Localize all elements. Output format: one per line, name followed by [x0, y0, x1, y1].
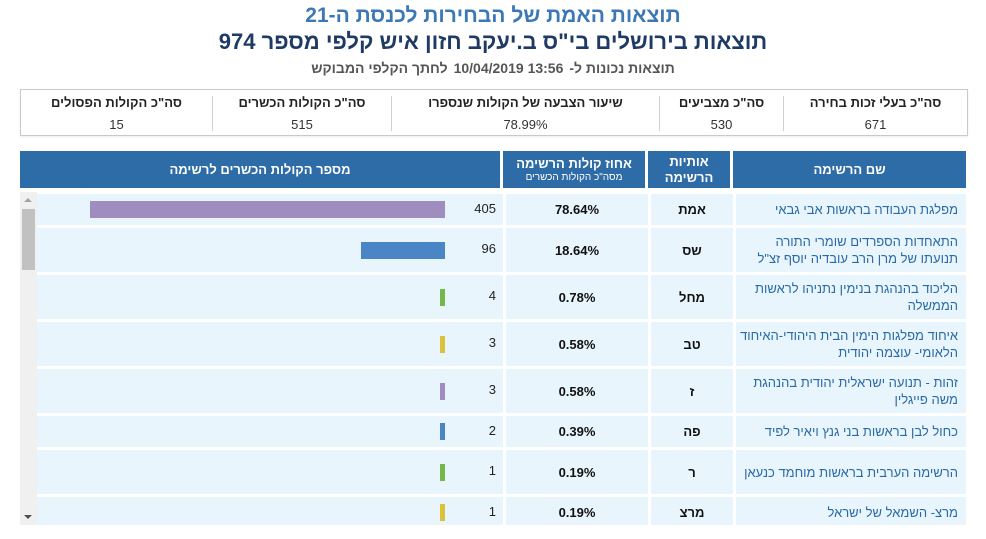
party-name-link[interactable]: איחוד מפלגות הימין הבית היהודי-האיחוד הל…	[736, 322, 966, 366]
update-info: תוצאות נכונות ל- 13:56 10/04/2019 לחתך הקל…	[0, 59, 986, 77]
scroll-thumb[interactable]	[22, 209, 35, 270]
updated-prefix: תוצאות נכונות ל-	[569, 60, 675, 76]
vote-bar	[440, 504, 445, 521]
header-percent: אחוז קולות הרשימה מסה"כ הקולות הכשרים	[503, 151, 645, 188]
party-name-link[interactable]: זהות - תנועה ישראלית יהודית בהנהגת משה פ…	[736, 369, 966, 413]
page-title: תוצאות האמת של הבחירות לכנסת ה-21	[305, 4, 681, 27]
table-row: 3 0.58% ז זהות - תנועה ישראלית יהודית בה…	[37, 369, 966, 413]
summary-invalid-votes: סה"כ הקולות הפסולים 15	[51, 95, 182, 132]
votes-cell: 96	[37, 228, 503, 272]
table-row: 405 78.64% אמת מפלגת העבודה בראשות אבי ג…	[37, 194, 966, 225]
summary-turnout: שיעור הצבעה של הקולות שנספרו 78.99%	[428, 95, 623, 132]
vote-bar	[440, 464, 445, 481]
summary-box: סה"כ בעלי זכות בחירה 671 סה"כ מצביעים 53…	[20, 89, 968, 136]
party-name-link[interactable]: הליכוד בהנהגת בנימין נתניהו לראשות הממשל…	[736, 275, 966, 319]
party-name-link[interactable]: הרשימה הערבית בראשות מוחמד כנעאן	[736, 450, 966, 494]
vote-bar	[90, 201, 445, 218]
updated-datetime: 13:56 10/04/2019	[453, 60, 564, 76]
party-name-link[interactable]: מרצ- השמאל של ישראל	[736, 497, 966, 525]
votes-cell: 1	[37, 450, 503, 494]
table-row: 1 0.19% מרצ מרצ- השמאל של ישראל	[37, 497, 966, 525]
table-row: 1 0.19% ר הרשימה הערבית בראשות מוחמד כנע…	[37, 450, 966, 494]
scroll-up-arrow-icon[interactable]	[24, 198, 32, 202]
header-letters: אותיות הרשימה	[648, 151, 730, 188]
summary-eligible: סה"כ בעלי זכות בחירה 671	[809, 95, 942, 132]
ballot-subtitle: תוצאות בירושלים בי"ס ב.יעקב חזון איש קלפ…	[218, 29, 768, 54]
table-row: 2 0.39% פה כחול לבן בראשות בני גנץ ויאיר…	[37, 416, 966, 447]
votes-cell: 3	[37, 369, 503, 413]
vote-bar	[440, 336, 445, 353]
summary-voters: סה"כ מצביעים 530	[659, 90, 784, 135]
scroll-down-arrow-icon[interactable]	[24, 515, 32, 519]
results-table-body[interactable]: 405 78.64% אמת מפלגת העבודה בראשות אבי ג…	[20, 192, 966, 525]
updated-suffix: לחתך הקלפי המבוקש	[311, 60, 448, 76]
table-row: 4 0.78% מחל הליכוד בהנהגת בנימין נתניהו …	[37, 275, 966, 319]
party-name-link[interactable]: התאחדות הספרדים שומרי התורה תנועתו של מר…	[736, 228, 966, 272]
summary-valid-votes: סה"כ הקולות הכשרים 515	[212, 90, 392, 135]
table-row: 3 0.58% טב איחוד מפלגות הימין הבית היהוד…	[37, 322, 966, 366]
votes-cell: 405	[37, 194, 503, 225]
vertical-scrollbar[interactable]	[20, 192, 37, 525]
party-name-link[interactable]: כחול לבן בראשות בני גנץ ויאיר לפיד	[736, 416, 966, 447]
votes-cell: 2	[37, 416, 503, 447]
vote-bar	[440, 289, 445, 306]
vote-bar	[361, 242, 445, 259]
header-name: שם הרשימה	[733, 151, 966, 188]
party-name-link[interactable]: מפלגת העבודה בראשות אבי גבאי	[736, 194, 966, 225]
results-table-header: מספר הקולות הכשרים לרשימה אחוז קולות הרש…	[20, 151, 966, 188]
votes-cell: 3	[37, 322, 503, 366]
vote-bar	[440, 383, 445, 400]
table-row: 96 18.64% שס התאחדות הספרדים שומרי התורה…	[37, 228, 966, 272]
vote-bar	[440, 423, 445, 440]
votes-cell: 4	[37, 275, 503, 319]
header-votes: מספר הקולות הכשרים לרשימה	[20, 151, 500, 188]
votes-cell: 1	[37, 497, 503, 525]
